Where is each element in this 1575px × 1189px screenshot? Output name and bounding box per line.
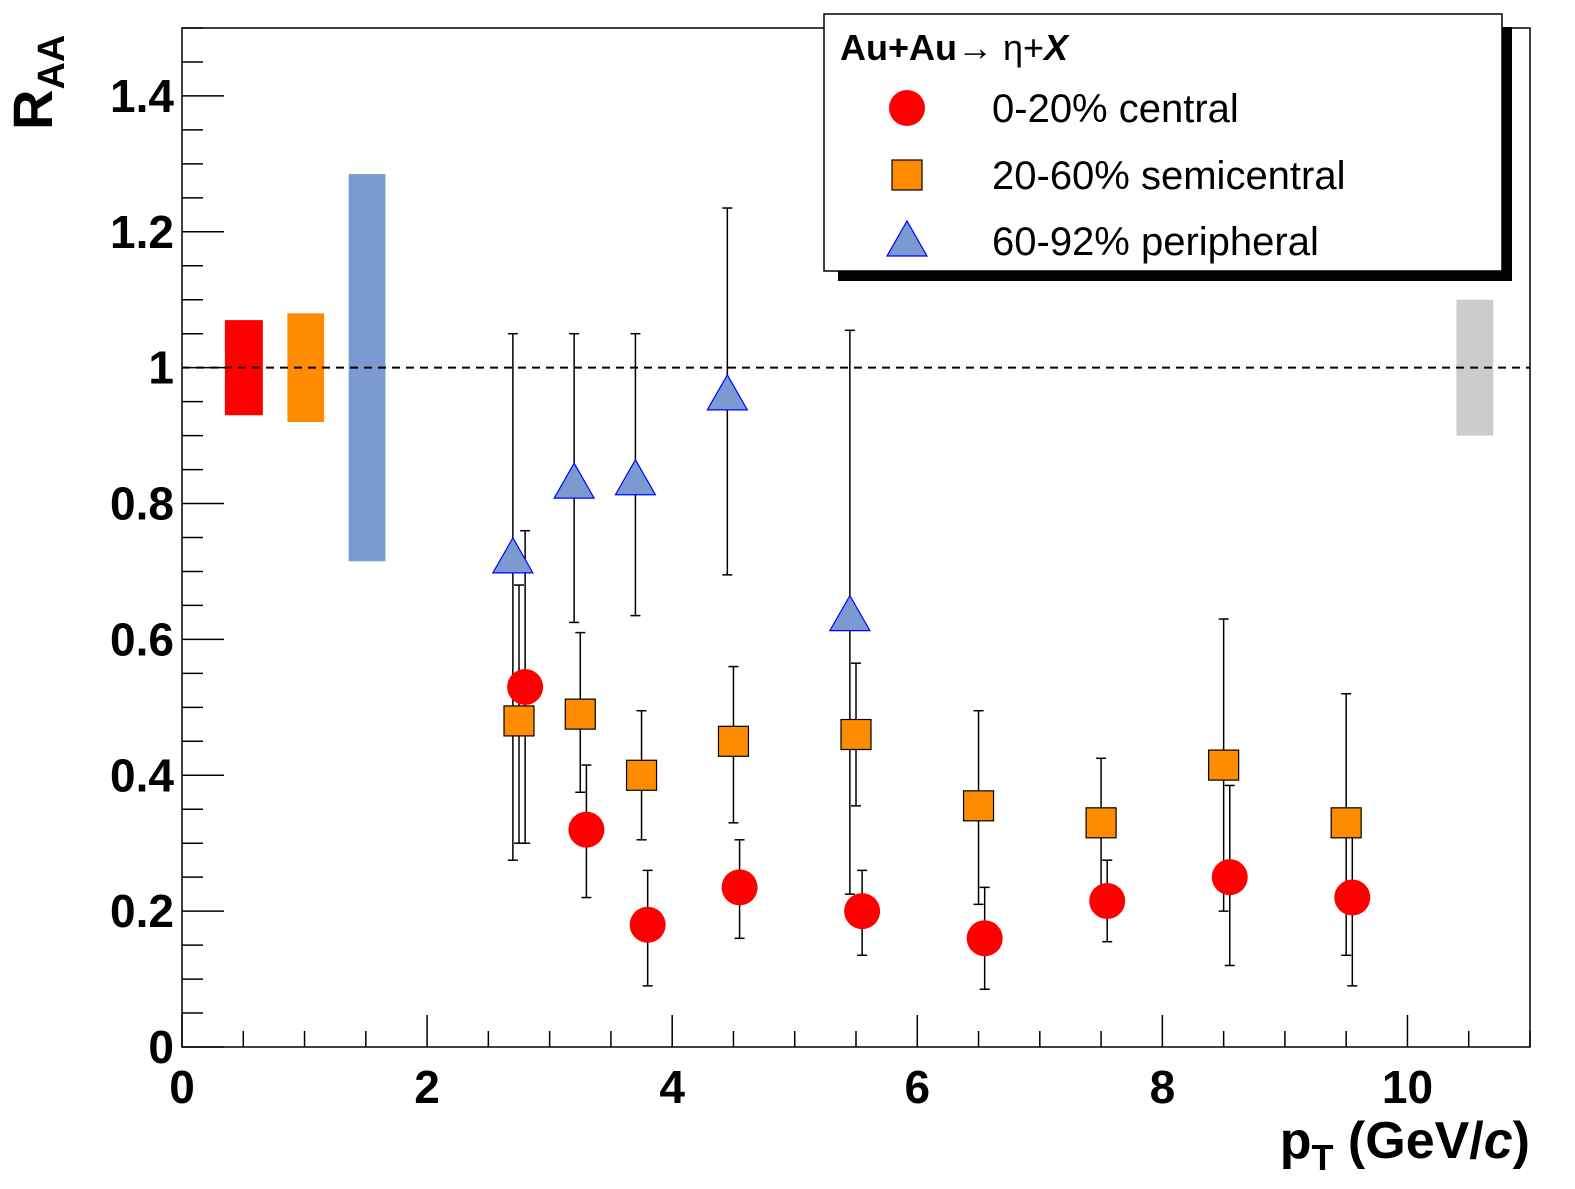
data-markers [491, 373, 1371, 957]
x-axis-title: pT (GeV/c) [1280, 1112, 1530, 1178]
60-92-peripheral-point-5 [828, 594, 871, 632]
legend-title-part-2: → η+ [957, 27, 1044, 68]
20-60-semicentral-point-7 [1085, 807, 1117, 839]
x-axis-title-close: ) [1513, 1112, 1530, 1170]
legend-entry-semicentral: 20-60% semicentral [992, 154, 1346, 198]
20-60-semicentral-point-9 [1330, 807, 1362, 839]
y-tick-label-5: 1 [148, 342, 174, 394]
60-92-peripheral-point-2 [553, 461, 596, 499]
20-60-semicentral-point-3 [625, 759, 658, 791]
0-20-central-point-6 [966, 920, 1003, 957]
x-tick-label-2: 4 [659, 1061, 685, 1113]
y-axis-title: RAA [1, 35, 73, 130]
x-axis-title-rest: (GeV/ [1333, 1112, 1483, 1170]
x-tick-label-0: 0 [169, 1061, 195, 1113]
legend-title-part-1: Au+Au [840, 27, 957, 68]
y-tick-label-1: 0.2 [110, 885, 174, 937]
x-tick-label-1: 2 [414, 1061, 440, 1113]
legend-markers [885, 90, 929, 257]
0-20-central-point-3 [629, 906, 666, 943]
legend-entry-peripheral: 60-92% peripheral [992, 220, 1319, 264]
x-tick-label-4: 8 [1150, 1061, 1176, 1113]
0-20-central-point-1 [507, 668, 544, 705]
0-20-central-point-2 [568, 811, 605, 848]
y-tick-label-0: 0 [148, 1021, 174, 1073]
x-axis-title-sub: T [1311, 1137, 1333, 1178]
y-tick-label-2: 0.4 [110, 749, 174, 801]
y-tick-label-3: 0.6 [110, 613, 174, 665]
x-axis-title-italic: c [1484, 1112, 1513, 1170]
20-60-semicentral-point-6 [962, 790, 995, 822]
y-tick-label-4: 0.8 [110, 478, 174, 530]
legend-title-part-3: X [1042, 27, 1070, 68]
y-axis-title-sub: AA [31, 35, 73, 90]
0-20-central-point-7 [1089, 882, 1126, 919]
60-92-peripheral-point-4 [706, 373, 749, 411]
x-tick-label-5: 10 [1382, 1061, 1433, 1113]
0-20-central-point-5 [844, 893, 881, 930]
y-axis-title-main: R [1, 90, 64, 130]
tick-labels: 0 0.2 0.4 0.6 0.8 1 1.2 1.4 0 2 4 6 8 10 [110, 70, 1433, 1113]
y-tick-label-6: 1.2 [110, 206, 174, 258]
legend: Au+Au→ η+X 0-20% central 20-60% semicent… [823, 13, 1512, 281]
20-60-semicentral-point-2 [564, 698, 596, 730]
0-20-central-point-4 [721, 869, 758, 906]
legend-entry-central: 0-20% central [992, 87, 1239, 131]
20-60-semicentral-point-4 [717, 725, 750, 757]
legend-title: Au+Au→ η+X [840, 27, 1070, 68]
0-20-central-point-9 [1334, 879, 1371, 916]
20-60-semicentral-point-1 [503, 705, 535, 737]
systematic-box-2 [287, 313, 325, 423]
20-60-semicentral-point-8 [1208, 749, 1240, 781]
legend-marker-60-92-peripheral [885, 219, 929, 257]
0-20-central-point-8 [1211, 859, 1248, 896]
y-tick-label-7: 1.4 [110, 70, 174, 122]
x-tick-label-3: 6 [904, 1061, 930, 1113]
legend-marker-0-20-central [889, 90, 925, 126]
legend-box [823, 13, 1503, 272]
20-60-semicentral-point-5 [840, 718, 872, 751]
60-92-peripheral-point-1 [491, 536, 534, 574]
60-92-peripheral-point-3 [614, 458, 657, 496]
legend-marker-20-60-semicentral [891, 159, 923, 191]
x-axis-title-main: p [1280, 1112, 1312, 1170]
